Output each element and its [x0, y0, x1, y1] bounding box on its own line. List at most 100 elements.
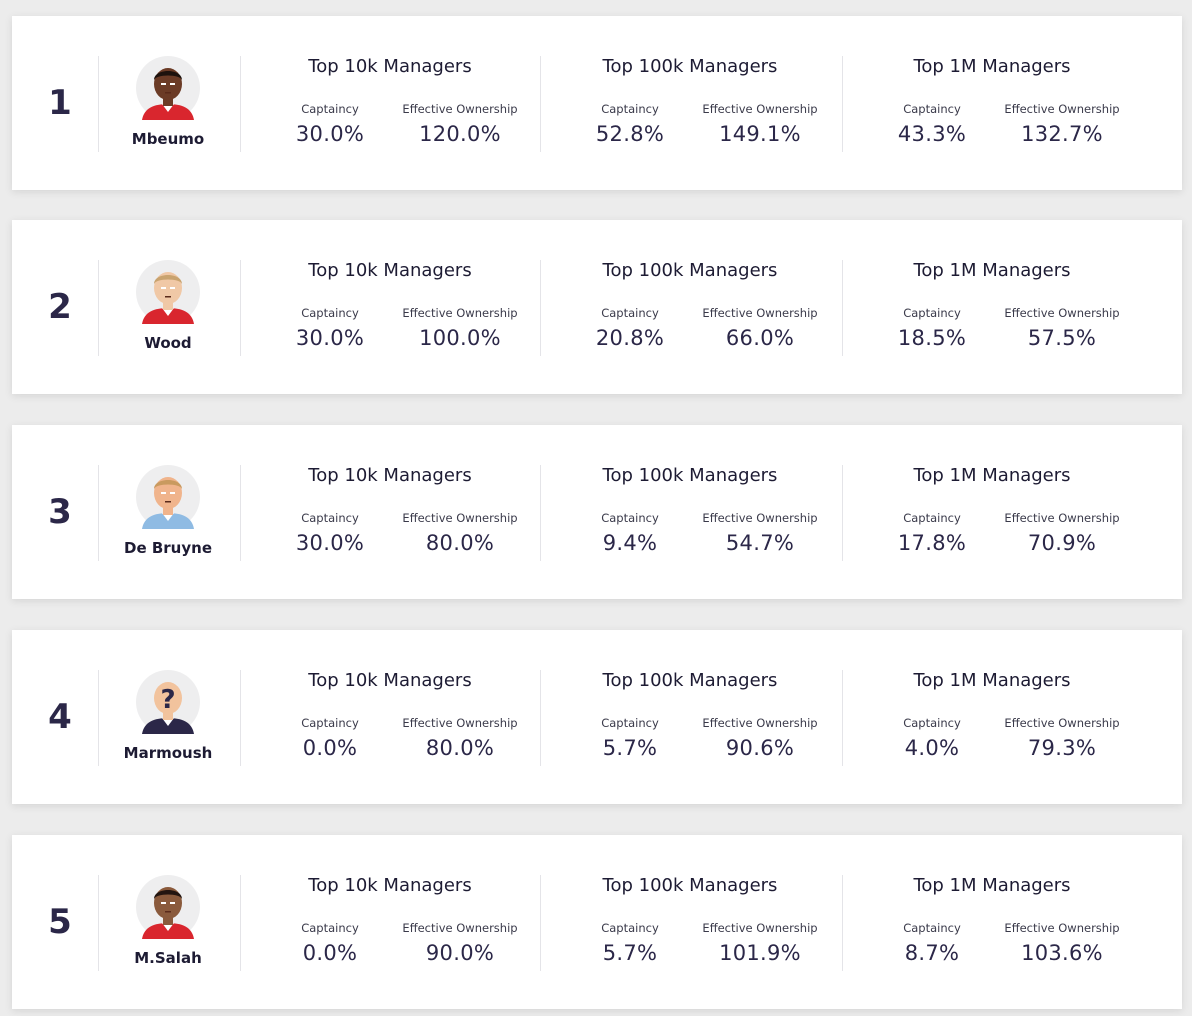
effective-ownership-value: 80.0% — [425, 531, 495, 555]
effective-ownership-stat: Effective Ownership 54.7% — [690, 509, 830, 555]
captaincy-stat: Captaincy 4.0% — [872, 714, 992, 760]
tier-title: Top 1M Managers — [913, 465, 1071, 486]
captaincy-label: Captaincy — [301, 102, 359, 116]
effective-ownership-value: 57.5% — [1027, 326, 1097, 350]
captaincy-stat: Captaincy 9.4% — [570, 509, 690, 555]
player-avatar-ginger-sky-blue-kit-icon — [136, 465, 200, 529]
captaincy-label: Captaincy — [601, 102, 659, 116]
captaincy-label: Captaincy — [601, 511, 659, 525]
effective-ownership-label: Effective Ownership — [702, 102, 818, 116]
manager-tier-stats: Top 1M Managers Captaincy 8.7% Effective Ow… — [842, 835, 1142, 1009]
column-divider — [540, 875, 541, 971]
manager-tier-stats: Top 100k Managers Captaincy 9.4% Effective … — [540, 425, 840, 599]
captaincy-value: 52.8% — [595, 122, 665, 146]
effective-ownership-label: Effective Ownership — [402, 921, 518, 935]
column-divider — [240, 260, 241, 356]
effective-ownership-label: Effective Ownership — [402, 306, 518, 320]
captaincy-label: Captaincy — [903, 306, 961, 320]
tier-title: Top 10k Managers — [308, 56, 472, 77]
captaincy-label: Captaincy — [903, 511, 961, 525]
captaincy-label: Captaincy — [601, 306, 659, 320]
captaincy-value: 30.0% — [295, 326, 365, 350]
captaincy-value: 5.7% — [602, 736, 658, 760]
effective-ownership-value: 100.0% — [419, 326, 501, 350]
effective-ownership-value: 132.7% — [1021, 122, 1103, 146]
player-name: De Bruyne — [124, 539, 212, 557]
effective-ownership-label: Effective Ownership — [702, 921, 818, 935]
captaincy-stat: Captaincy 5.7% — [570, 919, 690, 965]
effective-ownership-label: Effective Ownership — [1004, 306, 1120, 320]
captaincy-value: 17.8% — [897, 531, 967, 555]
tier-title: Top 10k Managers — [308, 875, 472, 896]
effective-ownership-value: 80.0% — [425, 736, 495, 760]
effective-ownership-value: 79.3% — [1027, 736, 1097, 760]
player-info: De Bruyne — [98, 425, 238, 599]
manager-tier-stats: Top 10k Managers Captaincy 0.0% Effective O… — [240, 835, 540, 1009]
captaincy-stat: Captaincy 18.5% — [872, 304, 992, 350]
rank-number: 5 — [48, 902, 72, 942]
manager-tier-stats: Top 10k Managers Captaincy 30.0% Effective … — [240, 425, 540, 599]
column-divider — [540, 56, 541, 152]
effective-ownership-label: Effective Ownership — [1004, 102, 1120, 116]
column-divider — [98, 56, 99, 152]
captaincy-label: Captaincy — [903, 921, 961, 935]
column-divider — [98, 260, 99, 356]
tier-title: Top 100k Managers — [602, 56, 778, 77]
tier-title: Top 10k Managers — [308, 465, 472, 486]
captaincy-label: Captaincy — [301, 306, 359, 320]
tier-title: Top 100k Managers — [602, 875, 778, 896]
player-info: M.Salah — [98, 835, 238, 1009]
effective-ownership-label: Effective Ownership — [702, 716, 818, 730]
player-name: Wood — [144, 334, 192, 352]
effective-ownership-stat: Effective Ownership 101.9% — [690, 919, 830, 965]
captaincy-stat: Captaincy 30.0% — [270, 304, 390, 350]
effective-ownership-value: 103.6% — [1021, 941, 1103, 965]
manager-tier-stats: Top 1M Managers Captaincy 18.5% Effective O… — [842, 220, 1142, 394]
column-divider — [842, 465, 843, 561]
player-card: 3 De Bruyne Top 10k Managers Captaincy 30.0%… — [12, 425, 1182, 599]
effective-ownership-stat: Effective Ownership 80.0% — [390, 714, 530, 760]
rank-number: 4 — [48, 697, 72, 737]
tier-title: Top 1M Managers — [913, 670, 1071, 691]
captaincy-value: 9.4% — [602, 531, 658, 555]
captaincy-label: Captaincy — [301, 716, 359, 730]
column-divider — [240, 875, 241, 971]
player-avatar-dark-skin-red-kit-icon — [136, 56, 200, 120]
effective-ownership-label: Effective Ownership — [1004, 921, 1120, 935]
manager-tier-stats: Top 100k Managers Captaincy 5.7% Effective … — [540, 630, 840, 804]
player-card: 4? Marmoush Top 10k Managers Captaincy 0.0% E… — [12, 630, 1182, 804]
effective-ownership-value: 149.1% — [719, 122, 801, 146]
captaincy-stat: Captaincy 0.0% — [270, 919, 390, 965]
captaincy-value: 18.5% — [897, 326, 967, 350]
column-divider — [842, 260, 843, 356]
effective-ownership-label: Effective Ownership — [1004, 511, 1120, 525]
player-name: Mbeumo — [131, 130, 205, 148]
column-divider — [240, 56, 241, 152]
effective-ownership-value: 120.0% — [419, 122, 501, 146]
effective-ownership-value: 54.7% — [725, 531, 795, 555]
captaincy-stat: Captaincy 8.7% — [872, 919, 992, 965]
player-name: M.Salah — [134, 949, 202, 967]
captaincy-stat: Captaincy 43.3% — [872, 100, 992, 146]
effective-ownership-value: 101.9% — [719, 941, 801, 965]
manager-tier-stats: Top 100k Managers Captaincy 5.7% Effective … — [540, 835, 840, 1009]
manager-tier-stats: Top 10k Managers Captaincy 30.0% Effective … — [240, 16, 540, 190]
player-info: Wood — [98, 220, 238, 394]
tier-title: Top 10k Managers — [308, 670, 472, 691]
column-divider — [842, 875, 843, 971]
manager-tier-stats: Top 10k Managers Captaincy 0.0% Effective O… — [240, 630, 540, 804]
column-divider — [540, 465, 541, 561]
column-divider — [240, 465, 241, 561]
effective-ownership-label: Effective Ownership — [402, 716, 518, 730]
manager-tier-stats: Top 1M Managers Captaincy 17.8% Effective O… — [842, 425, 1142, 599]
effective-ownership-stat: Effective Ownership 90.0% — [390, 919, 530, 965]
effective-ownership-stat: Effective Ownership 132.7% — [992, 100, 1132, 146]
effective-ownership-stat: Effective Ownership 57.5% — [992, 304, 1132, 350]
tier-title: Top 100k Managers — [602, 670, 778, 691]
captaincy-value: 43.3% — [897, 122, 967, 146]
player-card: 5 M.Salah Top 10k Managers Captaincy 0.0% Eff… — [12, 835, 1182, 1009]
manager-tier-stats: Top 100k Managers Captaincy 52.8% Effective… — [540, 16, 840, 190]
captaincy-label: Captaincy — [301, 921, 359, 935]
effective-ownership-stat: Effective Ownership 149.1% — [690, 100, 830, 146]
column-divider — [98, 875, 99, 971]
